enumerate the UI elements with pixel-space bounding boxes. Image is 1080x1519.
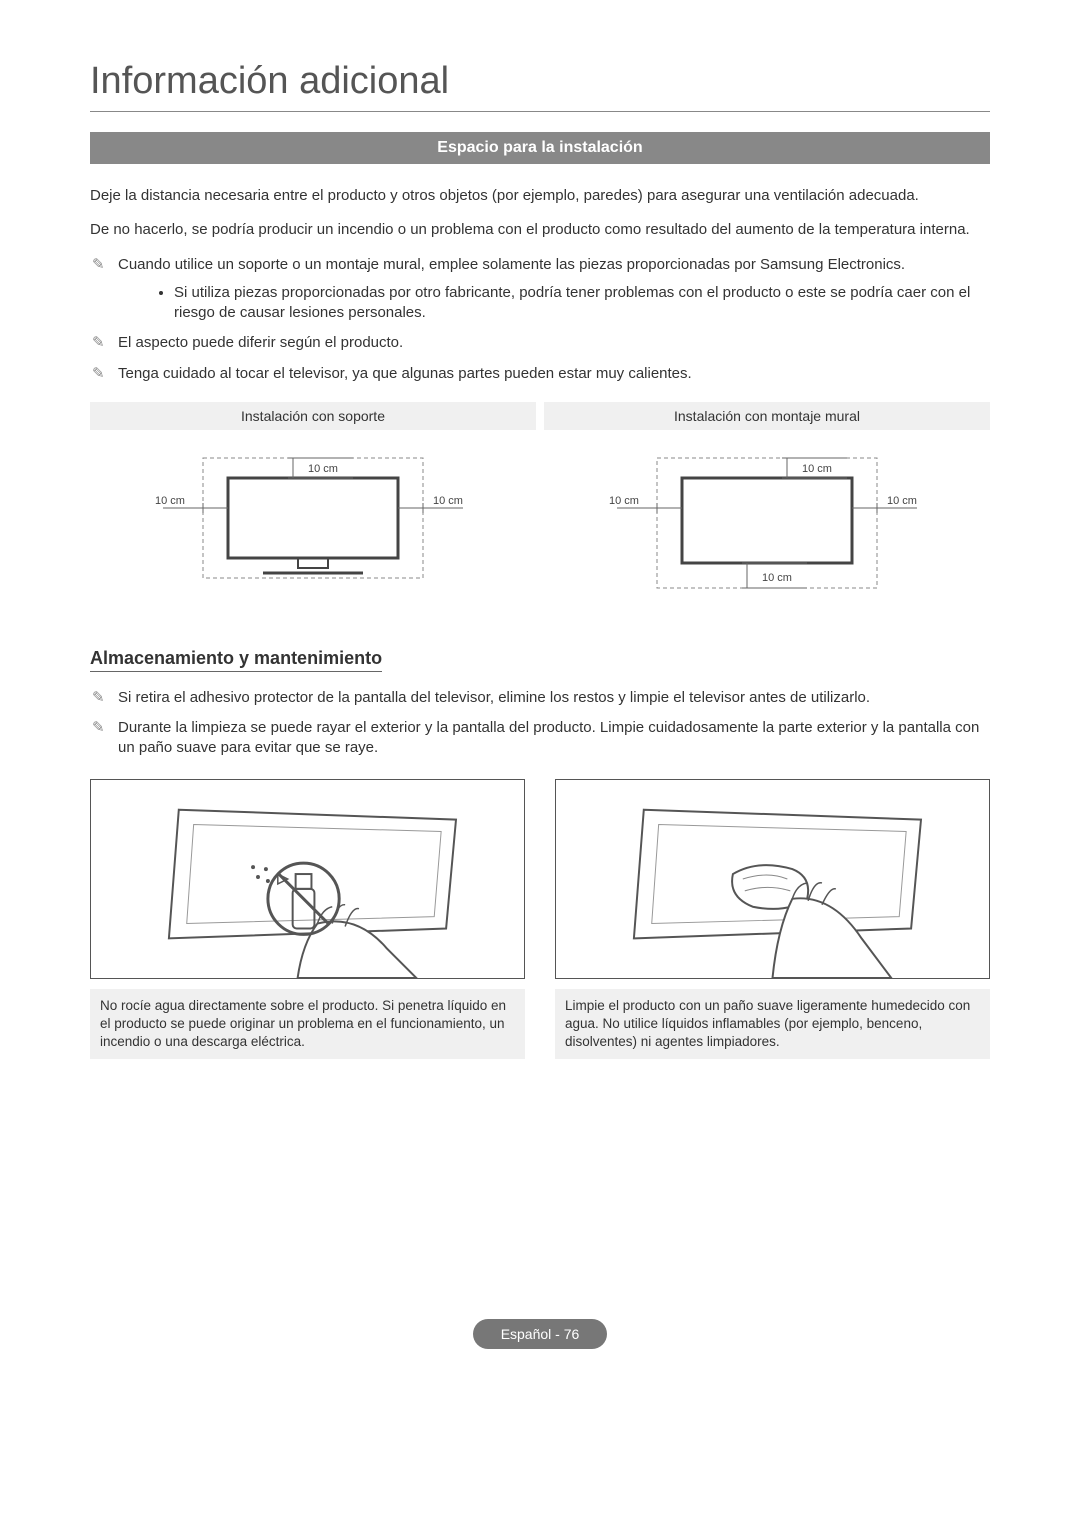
document-page: Información adicional Espacio para la in… bbox=[0, 0, 1080, 1389]
sub-bullet-list: Si utiliza piezas proporcionadas por otr… bbox=[118, 283, 990, 324]
note-text: Cuando utilice un soporte o un montaje m… bbox=[118, 256, 905, 273]
note-item: Si retira el adhesivo protector de la pa… bbox=[90, 688, 990, 708]
note-item: Tenga cuidado al tocar el televisor, ya … bbox=[90, 364, 990, 384]
care-left-column: No rocíe agua directamente sobre el prod… bbox=[90, 779, 525, 1060]
wipe-cloth-illustration bbox=[555, 779, 990, 979]
paragraph: Deje la distancia necesaria entre el pro… bbox=[90, 186, 990, 206]
clearance-label: 10 cm bbox=[433, 495, 463, 507]
note-item: Durante la limpieza se puede rayar el ex… bbox=[90, 718, 990, 759]
clearance-label: 10 cm bbox=[609, 495, 639, 507]
clearance-label: 10 cm bbox=[762, 572, 792, 584]
care-illustration-row: No rocíe agua directamente sobre el prod… bbox=[90, 779, 990, 1060]
note-list: Si retira el adhesivo protector de la pa… bbox=[90, 688, 990, 759]
install-header: Instalación con montaje mural bbox=[544, 402, 990, 430]
note-list: Cuando utilice un soporte o un montaje m… bbox=[90, 255, 990, 384]
paragraph: De no hacerlo, se podría producir un inc… bbox=[90, 220, 990, 240]
installation-diagram-row: Instalación con soporte 10 cm bbox=[90, 402, 990, 608]
clearance-label: 10 cm bbox=[155, 495, 185, 507]
note-item: Cuando utilice un soporte o un montaje m… bbox=[90, 255, 990, 324]
page-footer: Español - 76 bbox=[90, 1319, 990, 1349]
page-number-badge: Español - 76 bbox=[473, 1319, 608, 1349]
care-caption: No rocíe agua directamente sobre el prod… bbox=[90, 989, 525, 1060]
note-item: El aspecto puede diferir según el produc… bbox=[90, 333, 990, 353]
section-heading-bar: Espacio para la instalación bbox=[90, 132, 990, 164]
no-spray-illustration bbox=[90, 779, 525, 979]
stand-clearance-diagram: 10 cm 10 cm 10 cm bbox=[90, 448, 536, 608]
wall-clearance-diagram: 10 cm 10 cm 10 cm 10 cm bbox=[544, 448, 990, 608]
install-stand-column: Instalación con soporte 10 cm bbox=[90, 402, 536, 608]
clearance-label: 10 cm bbox=[308, 463, 338, 475]
clearance-label: 10 cm bbox=[802, 463, 832, 475]
care-caption: Limpie el producto con un paño suave lig… bbox=[555, 989, 990, 1060]
install-header: Instalación con soporte bbox=[90, 402, 536, 430]
sub-bullet-item: Si utiliza piezas proporcionadas por otr… bbox=[174, 283, 990, 324]
care-right-column: Limpie el producto con un paño suave lig… bbox=[555, 779, 990, 1060]
subsection: Almacenamiento y mantenimiento bbox=[90, 648, 990, 688]
page-title: Información adicional bbox=[90, 60, 990, 112]
subsection-title: Almacenamiento y mantenimiento bbox=[90, 648, 382, 672]
install-wall-column: Instalación con montaje mural 10 cm 10 c… bbox=[544, 402, 990, 608]
clearance-label: 10 cm bbox=[887, 495, 917, 507]
